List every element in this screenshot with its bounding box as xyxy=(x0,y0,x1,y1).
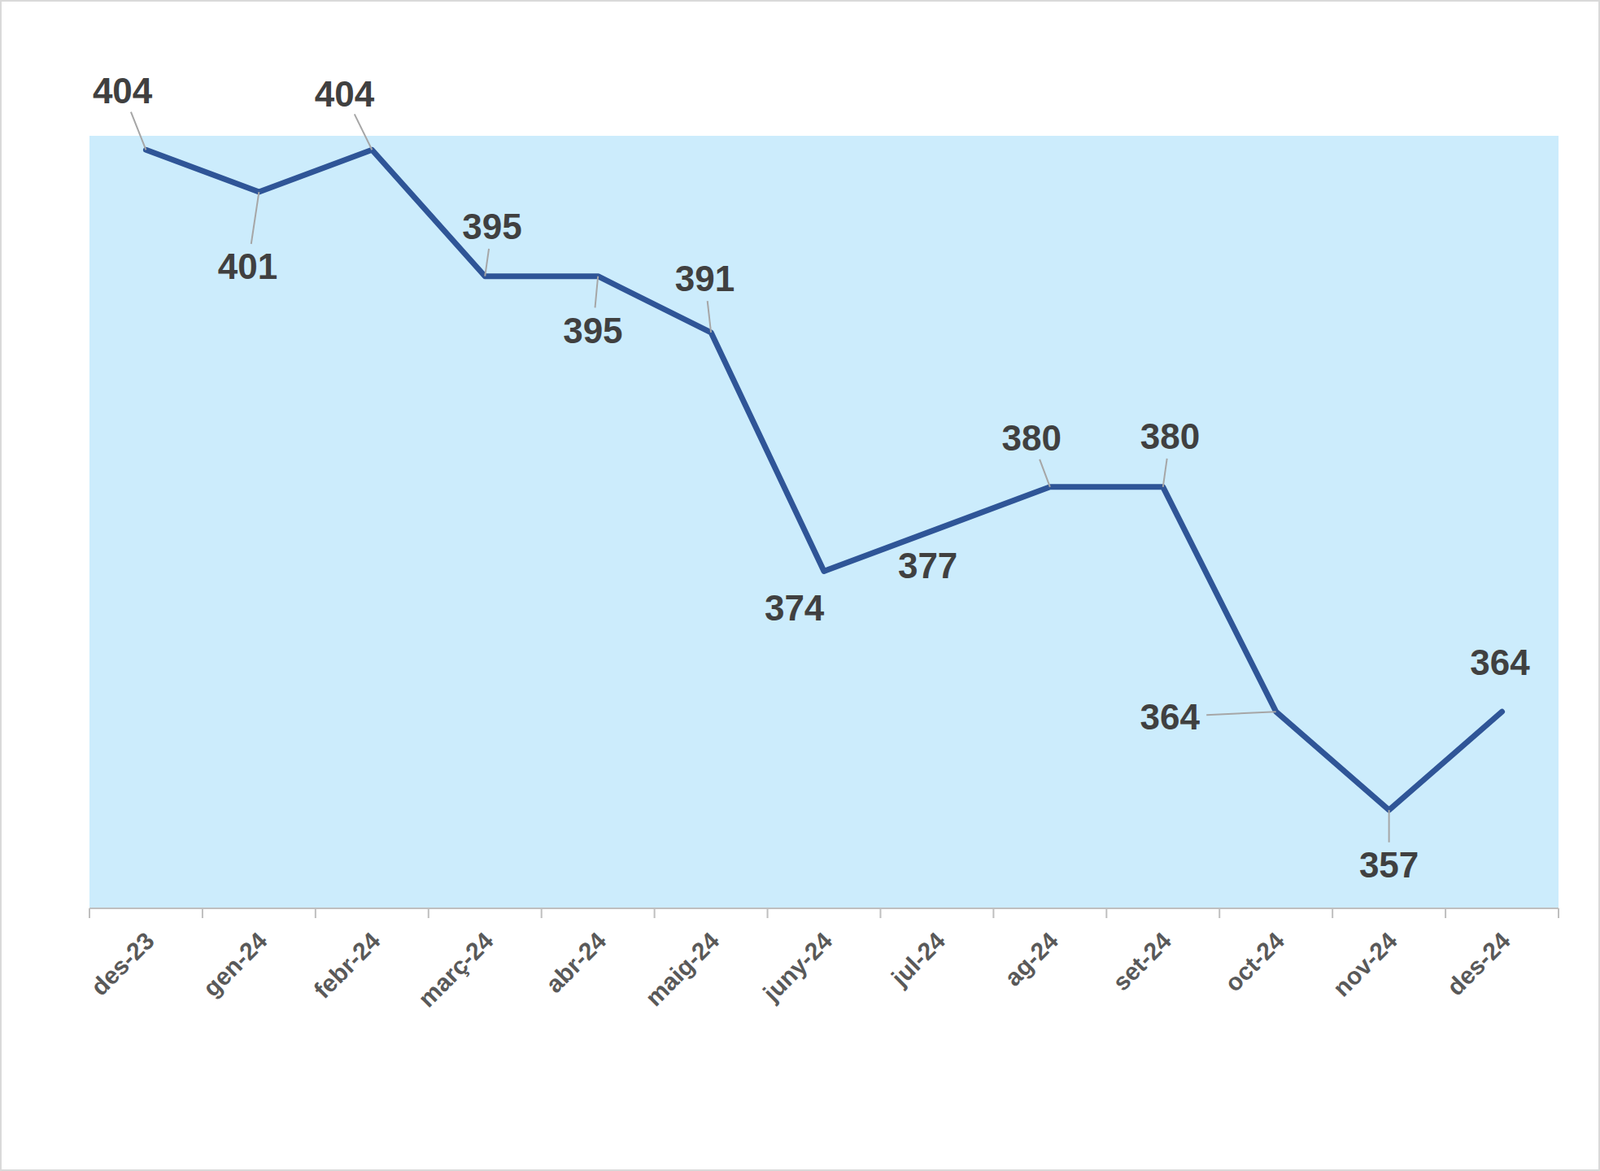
chart-frame xyxy=(0,0,1600,1171)
label-leader xyxy=(707,300,711,333)
chart-root: des-23 gen-24 febr-24 març-24 abr-24 maig-24 j… xyxy=(0,0,1600,1171)
x-tick-label: abr-24 xyxy=(540,927,611,999)
x-tick xyxy=(201,908,204,919)
data-label: 374 xyxy=(764,588,825,628)
x-axis xyxy=(89,907,1559,910)
x-tick xyxy=(1331,908,1334,919)
x-tick-label: oct-24 xyxy=(1219,927,1290,998)
x-tick xyxy=(1444,908,1447,919)
series-group xyxy=(145,149,1502,811)
data-label: 391 xyxy=(675,258,735,299)
data-label: 357 xyxy=(1359,845,1419,886)
label-leader xyxy=(484,248,489,277)
x-tick-label: des-23 xyxy=(85,927,160,1002)
x-tick xyxy=(653,908,656,919)
x-tick-label: set-24 xyxy=(1107,927,1177,997)
chart: des-23 gen-24 febr-24 març-24 abr-24 maig-24 j… xyxy=(0,0,1600,1171)
x-tick-label: març-24 xyxy=(413,927,499,1013)
x-tick xyxy=(992,908,995,919)
data-label: 401 xyxy=(217,246,278,287)
data-label: 395 xyxy=(562,310,623,351)
data-label: 404 xyxy=(314,74,375,114)
x-tick-label: juny-24 xyxy=(757,927,838,1008)
x-tick-label: gen-24 xyxy=(197,927,273,1003)
label-leader xyxy=(354,113,373,150)
label-leader xyxy=(1206,711,1277,715)
data-label: 364 xyxy=(1469,642,1531,683)
data-label: 377 xyxy=(898,545,958,586)
x-tick-label: febr-24 xyxy=(308,927,385,1004)
x-tick xyxy=(1105,908,1108,919)
label-leader xyxy=(1388,810,1391,843)
data-label: 380 xyxy=(1140,416,1200,457)
label-leader xyxy=(1163,458,1168,488)
x-tick-label: ag-24 xyxy=(998,927,1064,992)
x-tick xyxy=(427,908,430,919)
x-tick xyxy=(88,908,91,919)
label-leader xyxy=(251,191,260,245)
plot-area xyxy=(89,135,1559,909)
label-leader xyxy=(130,112,147,151)
x-tick xyxy=(314,908,317,919)
x-tick xyxy=(540,908,543,919)
data-label: 404 xyxy=(92,70,153,111)
x-tick-label: nov-24 xyxy=(1327,927,1403,1003)
line-series xyxy=(145,149,1502,811)
x-tick xyxy=(1218,908,1221,919)
x-tick xyxy=(1557,908,1560,919)
label-leader xyxy=(595,276,599,309)
data-label: 364 xyxy=(1140,697,1201,737)
data-label: 395 xyxy=(462,206,522,247)
x-tick xyxy=(767,908,769,919)
label-leader xyxy=(1039,459,1051,488)
data-label: 380 xyxy=(1002,418,1062,458)
x-tick xyxy=(879,908,881,919)
x-tick-label: des-24 xyxy=(1441,927,1516,1002)
x-tick-label: maig-24 xyxy=(640,927,725,1012)
x-tick-label: jul-24 xyxy=(885,927,951,993)
